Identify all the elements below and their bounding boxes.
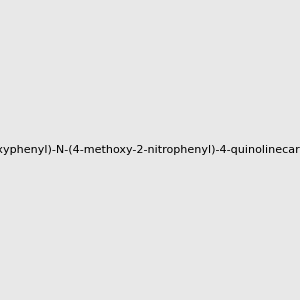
Text: 2-(4-ethoxyphenyl)-N-(4-methoxy-2-nitrophenyl)-4-quinolinecarboxamide: 2-(4-ethoxyphenyl)-N-(4-methoxy-2-nitrop… [0,145,300,155]
